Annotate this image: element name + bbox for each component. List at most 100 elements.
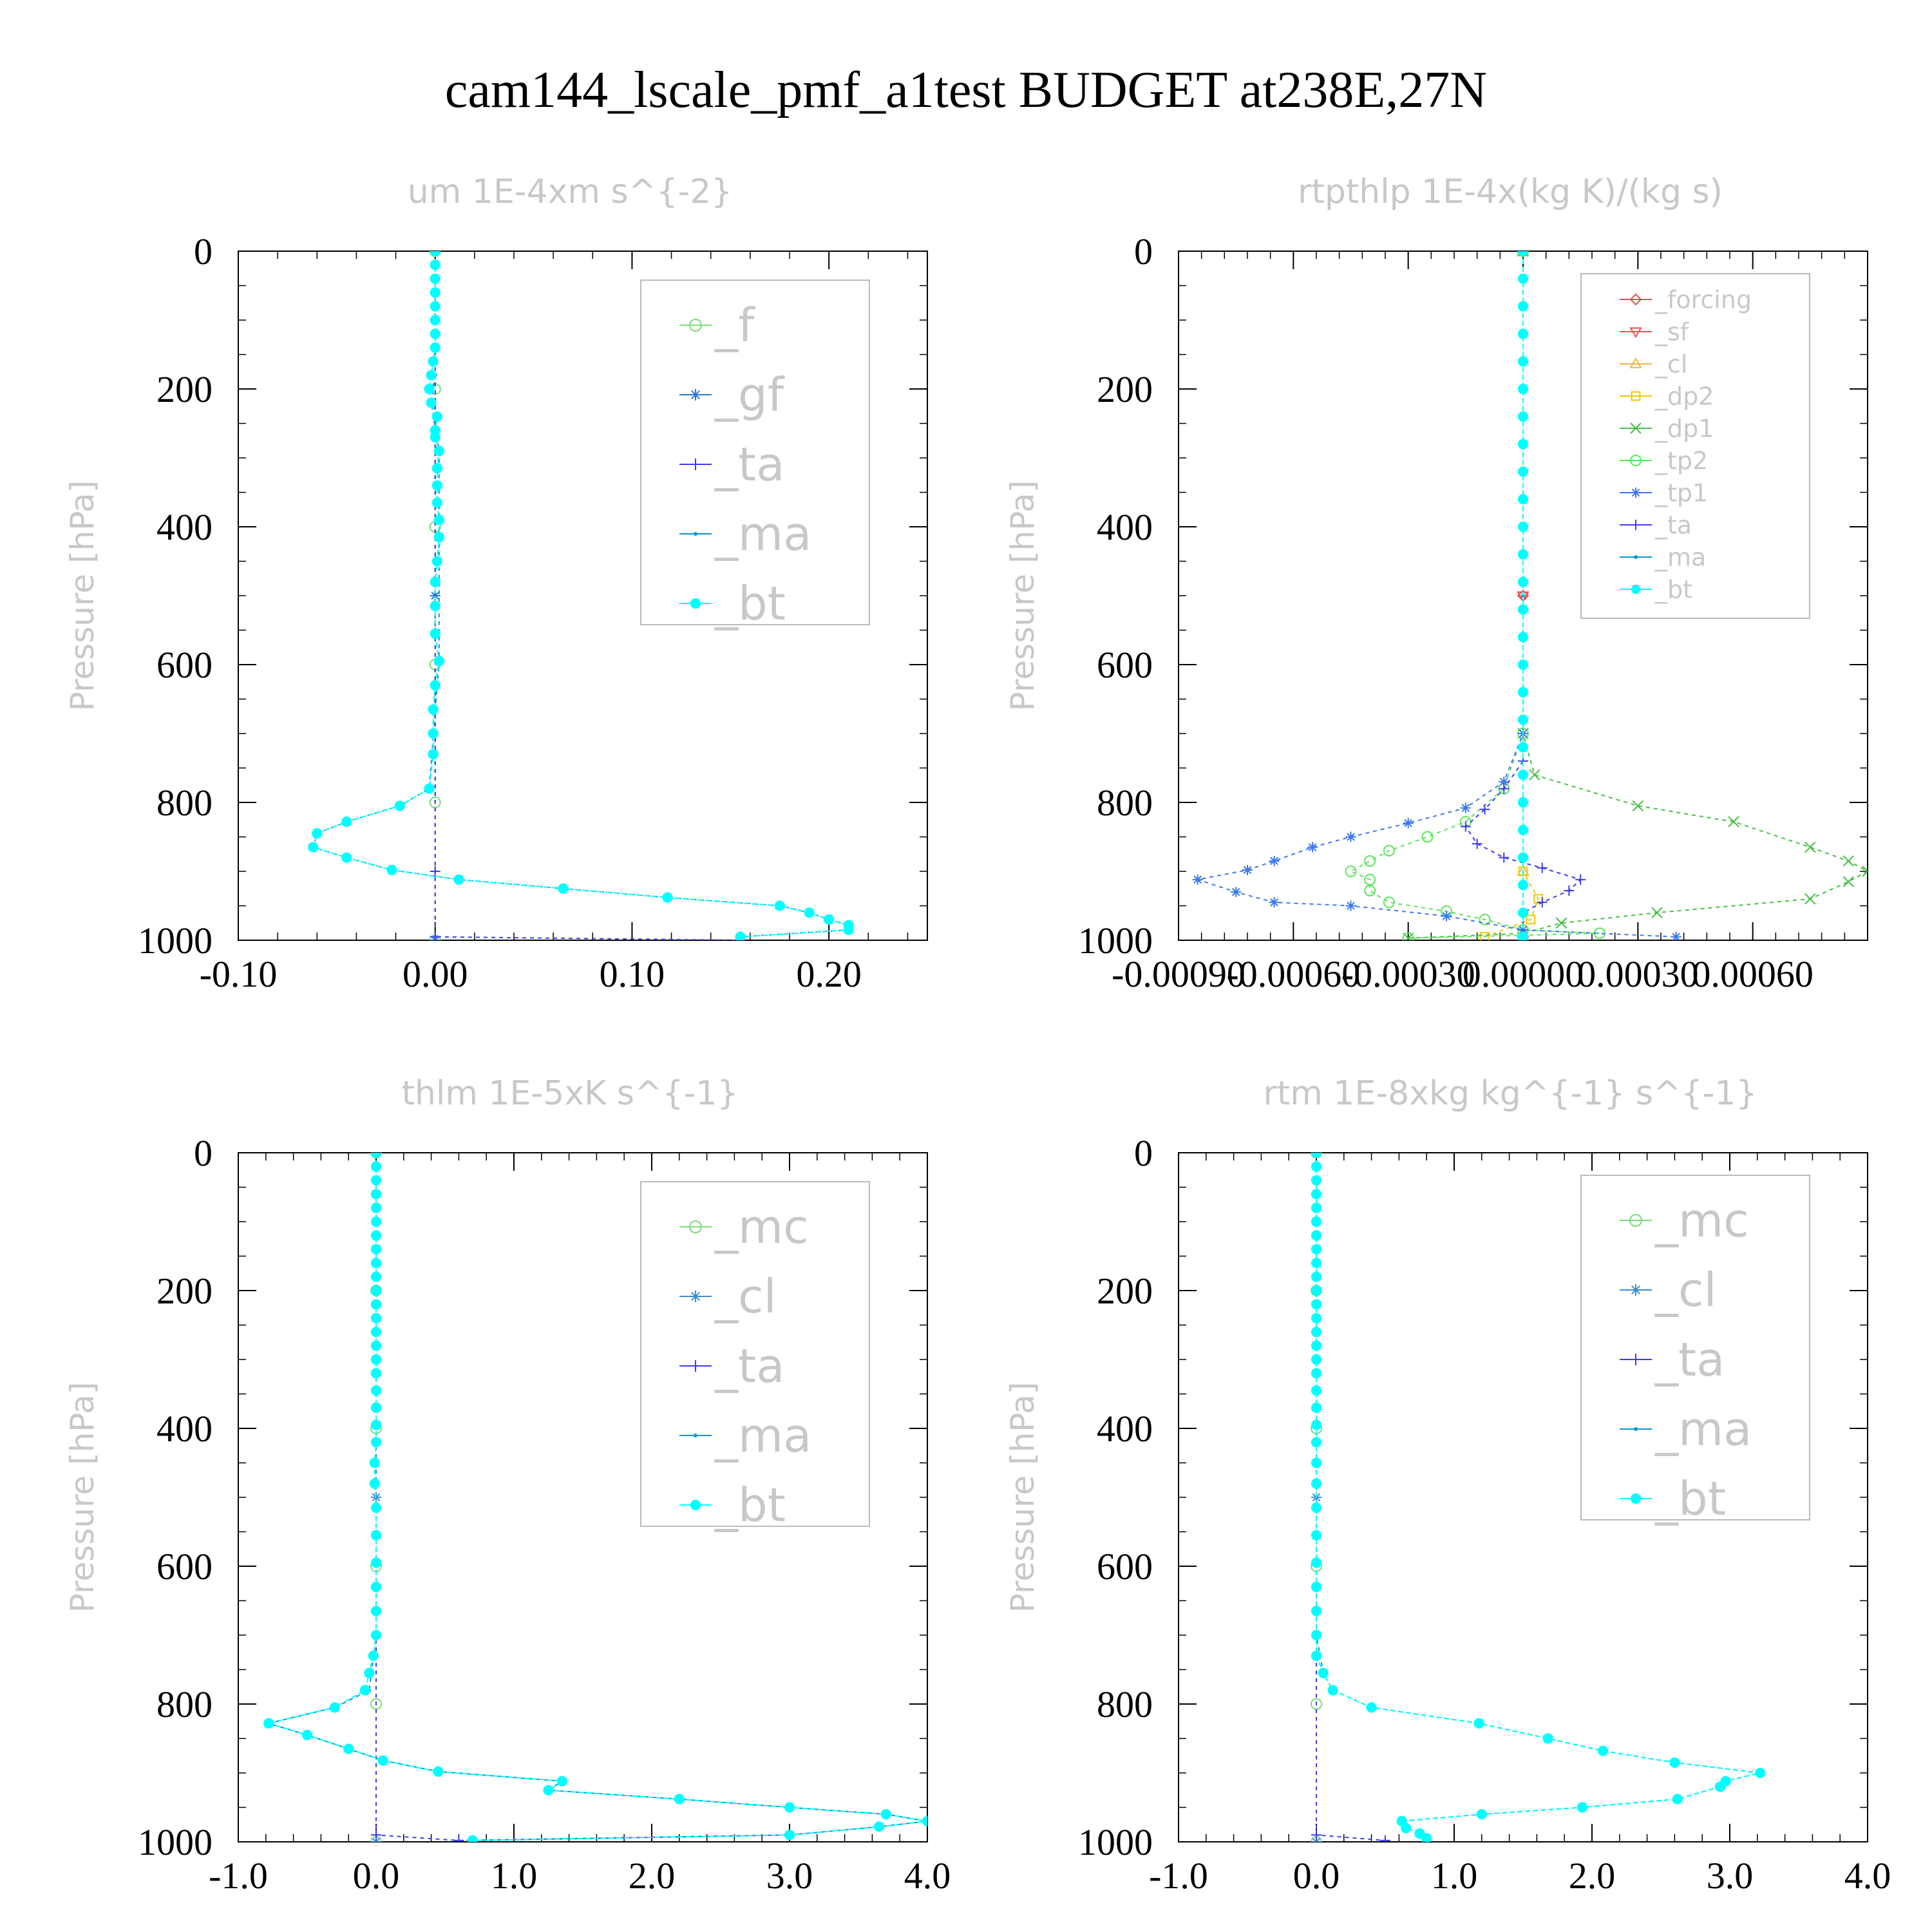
data-point (1242, 864, 1253, 875)
data-point (1671, 931, 1681, 940)
panel-2: rtpthlp 1E-4x(kg K)/(kg s) Pressure [hPa]… (1004, 173, 1868, 995)
data-point (359, 1685, 370, 1696)
data-point (558, 883, 569, 894)
x-tick-label: 4.0 (904, 1855, 951, 1897)
data-point (430, 931, 440, 940)
data-point (1517, 439, 1529, 450)
y-tick-label: 200 (156, 368, 213, 410)
y-tick-label: 0 (1134, 231, 1153, 272)
series-line (1408, 251, 1868, 939)
y-tick-label: 200 (1097, 1270, 1153, 1312)
x-tick-label: -0.00030 (1341, 953, 1475, 995)
data-point (430, 866, 440, 876)
panel-4: rtm 1E-8xkg kg^{-1} s^{-1} Pressure [hPa]… (1004, 1074, 1891, 1897)
data-point (1311, 1629, 1322, 1641)
legend-entry: _ta (679, 437, 784, 491)
data-point (370, 1216, 382, 1227)
x-tick-label: 0.0 (353, 1855, 400, 1897)
data-point (1529, 769, 1540, 781)
data-point (1728, 816, 1739, 828)
legend-label: _bt (1654, 1472, 1726, 1526)
series-bt (1517, 251, 1529, 940)
legend-entry: _ma (679, 1408, 811, 1463)
data-point (430, 251, 440, 257)
data-point (453, 1835, 464, 1842)
data-point (369, 1457, 380, 1468)
legend-label: _mc (714, 1200, 809, 1254)
data-point (424, 783, 435, 794)
data-point (1517, 632, 1529, 643)
legend-entry: _cl (679, 1269, 777, 1323)
data-point (1651, 907, 1663, 918)
x-tick-label: -0.10 (200, 953, 278, 995)
data-point (1311, 1327, 1322, 1338)
data-point (1555, 917, 1567, 929)
data-point (1345, 831, 1356, 842)
y-tick-label: 800 (1097, 1683, 1153, 1725)
legend-entry: _f (679, 298, 755, 352)
data-point (1311, 1502, 1322, 1513)
data-point (1517, 356, 1529, 367)
legend-label: _ta (1654, 511, 1692, 539)
data-point (431, 556, 442, 567)
data-point (674, 1794, 685, 1804)
data-point (922, 1815, 927, 1826)
data-point (784, 1802, 795, 1813)
legend-label: _ma (1654, 1402, 1752, 1456)
data-point (1517, 411, 1529, 422)
data-point (1518, 866, 1528, 876)
legend-entry: _mc (679, 1200, 809, 1254)
data-point (1842, 855, 1854, 867)
data-point (370, 1340, 382, 1351)
series-ta (1311, 1153, 1390, 1842)
data-point (1311, 1271, 1322, 1282)
data-point (1311, 1478, 1322, 1489)
legend-entry: _ta (679, 1339, 784, 1393)
data-point (370, 1385, 382, 1396)
y-tick-label: 0 (1134, 1132, 1153, 1174)
data-point (430, 680, 440, 691)
legend-label: _gf (714, 368, 785, 422)
data-point (1499, 776, 1510, 787)
legend-label: _ta (714, 437, 784, 491)
data-point (430, 287, 440, 298)
data-point (430, 431, 440, 443)
data-point (431, 411, 442, 422)
data-point (1364, 855, 1376, 867)
legend-entry: _mc (1620, 1193, 1749, 1247)
data-point (312, 828, 323, 839)
data-point (1537, 862, 1548, 873)
data-point (1311, 1216, 1322, 1227)
data-point (1517, 852, 1529, 863)
series-line (1349, 251, 1600, 939)
data-point (1598, 1745, 1609, 1756)
legend-entry: _ma (1620, 543, 1706, 571)
data-point (370, 1327, 382, 1338)
legend-label: _dp2 (1654, 382, 1714, 410)
data-point (370, 1557, 382, 1568)
y-tick-label: 1000 (1078, 920, 1153, 961)
series-line (266, 1153, 927, 1841)
data-point (430, 591, 440, 601)
data-point (1517, 824, 1529, 835)
data-point (1517, 576, 1529, 587)
y-axis-label: Pressure [hPa] (64, 480, 101, 712)
series-bt (308, 251, 854, 940)
data-point (1421, 831, 1434, 843)
data-point (1480, 932, 1490, 940)
x-tick-label: 0.10 (600, 953, 665, 995)
data-point (1476, 1809, 1487, 1820)
data-point (1311, 1258, 1322, 1269)
data-point (433, 656, 444, 667)
x-tick-label: 1.0 (1431, 1855, 1478, 1897)
data-point (1517, 687, 1529, 697)
data-point (370, 1299, 382, 1310)
data-point (1517, 880, 1529, 891)
data-point (370, 1629, 382, 1641)
data-point (370, 1582, 382, 1593)
data-point (843, 924, 854, 936)
data-point (1517, 659, 1529, 670)
data-point (1526, 914, 1536, 925)
legend-label: _sf (1654, 317, 1690, 346)
y-tick-label: 400 (1097, 1408, 1153, 1450)
